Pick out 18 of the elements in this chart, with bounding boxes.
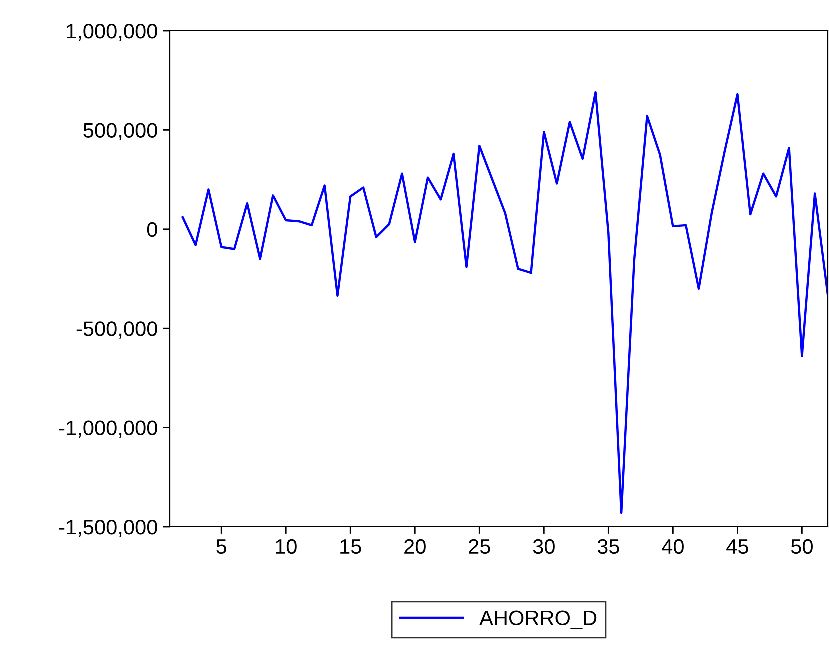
legend-label: AHORRO_D [480, 610, 597, 630]
y-tick-label: 500,000 [84, 123, 158, 140]
x-tick-label: 50 [791, 539, 813, 554]
x-tick-label: 30 [533, 539, 555, 554]
x-tick-label: 40 [662, 539, 684, 554]
y-tick-label: 1,000,000 [67, 24, 158, 42]
x-tick-label: 15 [340, 540, 362, 554]
y-tick-label: 0 [147, 222, 158, 238]
line-series [182, 91, 828, 514]
y-tick-label: -1,000,000 [60, 420, 158, 438]
y-tick-label: -500,000 [76, 322, 158, 339]
x-tick-label: 20 [404, 539, 426, 554]
x-tick-label: 10 [276, 539, 297, 554]
x-tick-label: 5 [216, 540, 227, 554]
x-tick-label: 35 [598, 539, 620, 554]
y-tick-label: -1,500,000 [60, 520, 158, 538]
x-tick-label: 25 [469, 539, 490, 554]
x-tick-label: 45 [726, 540, 748, 554]
